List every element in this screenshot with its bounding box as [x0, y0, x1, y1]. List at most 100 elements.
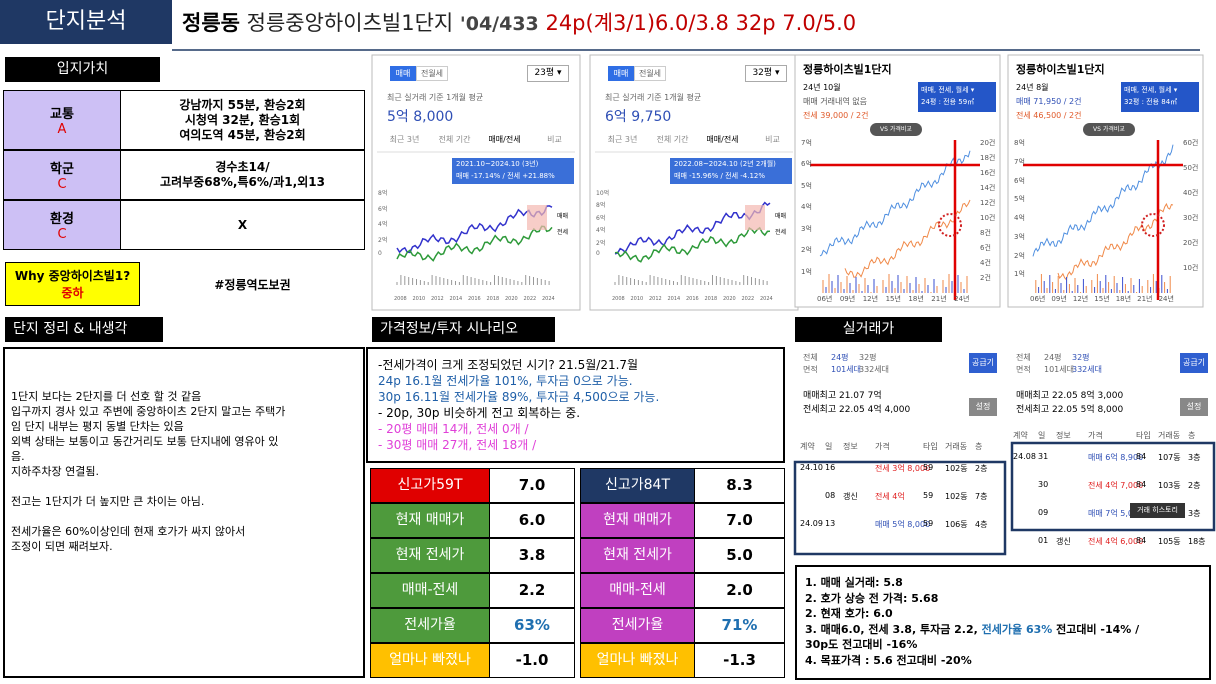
x-label: 2020	[723, 296, 736, 302]
trade-cell: 84	[1136, 536, 1147, 545]
vs: VS 가격비교	[870, 123, 922, 136]
tab: 매매	[608, 66, 634, 81]
text: 1단지 보다는 2단지를 더 선호 할 것 같음	[11, 390, 202, 403]
chart-tab: 매매/전세	[488, 135, 521, 144]
y-label-right: 6건	[980, 244, 991, 252]
x-label: 2022	[741, 296, 755, 302]
text: 임 단지 내부는 평지 동별 단차는 있음	[11, 420, 184, 433]
text: 시청역 32분, 환승1회	[184, 112, 301, 127]
trade-cell: 105동	[1158, 537, 1181, 546]
trade-cell: 3층	[1188, 453, 1201, 462]
y-label-right: 50건	[1183, 164, 1199, 172]
button: 공급기	[1180, 353, 1208, 373]
month: 24년 8월	[1016, 83, 1049, 92]
x-label: 18년	[908, 295, 924, 303]
trade-cell: 전세 4억 7,000	[1088, 481, 1144, 490]
sale: 매매 71,950 / 2건	[1016, 97, 1082, 106]
y-label: 7억	[1014, 157, 1025, 166]
price-label: 얼마나 빠졌나	[370, 643, 490, 678]
text: 강남까지 55분, 환승2회	[179, 97, 306, 112]
x-label: 06년	[1030, 295, 1046, 303]
trade-cell: 전세 4억 6,000	[1088, 537, 1144, 546]
high: 전세최고 22.05 4억 4,000	[803, 405, 911, 415]
col-head: 가격	[1088, 431, 1103, 440]
price: 5억 8,000	[387, 109, 454, 125]
col-head: 거래동	[945, 442, 968, 451]
text: 전세가율 63%	[981, 622, 1053, 636]
x-label: 2016	[686, 296, 699, 302]
dropdown: 32평 ▾	[745, 65, 787, 82]
price: 6억 9,750	[605, 109, 672, 125]
text: C	[57, 227, 67, 242]
price-label: 현재 전세가	[370, 538, 490, 573]
filter: 32평	[859, 353, 877, 362]
text: 2. 현재 호가: 6.0	[805, 607, 893, 620]
text: 여의도역 45분, 환승2회	[179, 127, 306, 142]
text: 30p도 전고대비 -16%	[805, 638, 918, 651]
trade-cell: 갱신	[1056, 537, 1071, 546]
chart-tab: 비교	[765, 135, 780, 144]
y-label-right: 20건	[980, 139, 996, 147]
text: 전고는 1단지가 더 높지만 큰 차이는 아님.	[11, 495, 205, 508]
y-label: 1억	[1014, 270, 1025, 279]
y-label: 5억	[801, 181, 812, 190]
text: 30p 16.11월 전세가율 89%, 투자금 4,500으로 가능.	[378, 390, 660, 404]
price-label: 신고가84T	[580, 468, 695, 503]
y-label: 8억	[1014, 139, 1025, 147]
trade-cell: 24.08	[1013, 452, 1036, 461]
price-label: 전세가율	[370, 608, 490, 643]
vs: VS 가격비교	[1083, 123, 1135, 136]
y-label: 7억	[801, 139, 812, 147]
decor-shape	[745, 205, 765, 230]
tab: 전월세	[416, 66, 448, 81]
decor-shape	[614, 201, 771, 255]
price-value: 71%	[695, 608, 785, 643]
x-label: 2022	[523, 296, 537, 302]
y-label: 2억	[801, 246, 812, 255]
y-label-right: 10건	[1183, 264, 1199, 272]
y-label-right: 40건	[1183, 189, 1199, 197]
filter: 24평	[831, 353, 849, 362]
y-label: 6억	[596, 214, 606, 222]
text: 지하주차장 연결됨.	[11, 465, 99, 478]
text: 입구까지 경사 있고 주변에 중앙하이츠 2단지 말고는 주택가	[11, 405, 286, 418]
text: A	[57, 122, 67, 137]
text: - 20평 매매 14개, 전세 0개 /	[378, 422, 529, 436]
text: '04/433	[459, 13, 539, 35]
tab: 매매	[390, 66, 416, 81]
text-cell: X	[121, 200, 365, 250]
tooltip-text: 매매 -15.96% / 전세 -4.12%	[674, 172, 765, 180]
y-label-right: 18건	[980, 154, 996, 162]
filter: 전체	[1016, 353, 1031, 362]
y-label: 8억	[596, 202, 606, 210]
why-text: #정릉역도보권	[214, 277, 291, 292]
x-label: 15년	[1094, 295, 1110, 303]
y-label-right: 60건	[1183, 139, 1199, 147]
filter: 101세대	[1044, 365, 1074, 374]
price-value: 7.0	[490, 468, 575, 503]
price-value: 63%	[490, 608, 575, 643]
decor-shape	[527, 205, 547, 230]
trade-cell: 31	[1038, 452, 1049, 461]
filter: 면적	[803, 365, 818, 374]
section-label: 실거래가	[795, 317, 942, 342]
setting: 설정	[1180, 398, 1208, 416]
price-value: 7.0	[695, 503, 785, 538]
text: 환경	[50, 212, 74, 227]
text: 경수초14/	[215, 160, 270, 174]
y-label: 2억	[378, 236, 388, 244]
col-head: 정보	[1056, 431, 1071, 440]
trade-cell: 107동	[1158, 453, 1181, 462]
legend: 전세	[557, 229, 569, 236]
text: 외벽 상태는 보통이고 동간거리도 보통 단지내에 영유아 있	[11, 435, 279, 448]
chart-tab: 최근 3년	[607, 135, 638, 144]
col-head: 계약	[800, 442, 815, 451]
trade-cell: 102동	[945, 464, 968, 473]
price-label: 얼마나 빠졌나	[580, 643, 695, 678]
price-value: 3.8	[490, 538, 575, 573]
trade-cell: 59	[923, 463, 934, 472]
caption: 최근 실거래 기준 1개월 평균	[387, 93, 484, 102]
trade-cell: 18층	[1188, 537, 1206, 546]
trade-cell: 24.09	[800, 519, 823, 528]
x-label: 2024	[760, 296, 773, 302]
